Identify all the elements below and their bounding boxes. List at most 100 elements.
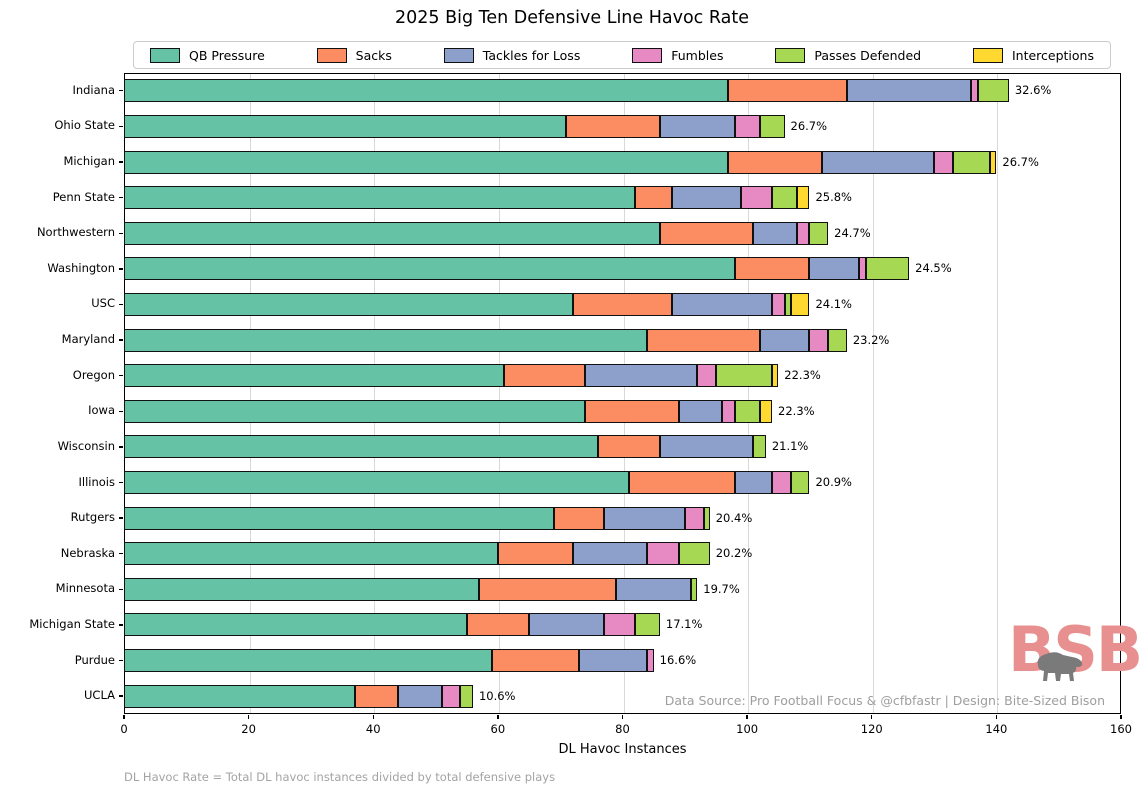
gridline <box>623 74 625 713</box>
legend-label: QB Pressure <box>189 47 265 63</box>
bar-segment <box>952 150 991 174</box>
x-tick-mark <box>995 715 998 719</box>
bar-segment <box>697 364 716 388</box>
bar-segment <box>759 114 785 138</box>
team-label: Northwestern <box>36 225 115 240</box>
bar-segment <box>354 684 399 708</box>
bar-segment <box>971 79 978 103</box>
bar-segment <box>124 542 498 566</box>
bar-segment <box>124 186 635 210</box>
team-label: Nebraska <box>60 545 115 560</box>
bar-segment <box>753 221 797 245</box>
bar-row: 32.6% <box>124 79 1121 103</box>
bar-segment <box>466 613 530 637</box>
team-label: Washington <box>47 260 115 275</box>
legend-item: Passes Defended <box>775 47 921 63</box>
legend-swatch <box>632 47 663 63</box>
bar-row: 22.3% <box>124 399 1121 423</box>
legend-item: Sacks <box>316 47 392 63</box>
gridline <box>748 74 750 713</box>
bar-segment <box>990 150 997 174</box>
bar-segment <box>124 399 586 423</box>
legend-label: Interceptions <box>1011 47 1094 63</box>
bar-row: 26.7% <box>124 150 1121 174</box>
bar-segment <box>124 114 567 138</box>
bar-segment <box>529 613 604 637</box>
bar-segment <box>734 399 760 423</box>
y-tick-mark <box>119 196 123 199</box>
bar-value-label: 22.3% <box>778 403 815 418</box>
bar-row: 19.7% <box>124 577 1121 601</box>
bar-segment <box>715 364 773 388</box>
bar-segment <box>734 114 760 138</box>
bar-segment <box>772 186 797 210</box>
y-tick-mark <box>119 695 123 697</box>
bar-value-label: 24.5% <box>915 261 952 276</box>
bar-segment <box>441 684 461 708</box>
bar-segment <box>124 364 505 388</box>
bar-segment <box>572 292 673 316</box>
bar-segment <box>647 542 679 566</box>
bar-segment <box>772 292 785 316</box>
bar-row: 24.7% <box>124 221 1121 245</box>
bar-row: 26.7% <box>124 114 1121 138</box>
y-tick-mark <box>119 232 123 234</box>
bar-segment <box>603 506 685 530</box>
bar-segment <box>672 292 773 316</box>
x-tick-mark <box>247 715 250 719</box>
bar-segment <box>124 435 598 459</box>
bar-segment <box>659 221 754 245</box>
x-tick-mark <box>746 715 748 719</box>
bison-icon <box>1037 652 1083 681</box>
bar-segment <box>759 328 810 352</box>
bar-value-label: 32.6% <box>1014 83 1052 98</box>
bar-segment <box>734 257 810 281</box>
legend-label: Fumbles <box>671 47 724 63</box>
y-tick-mark <box>119 268 123 270</box>
team-label: Ohio State <box>54 118 115 133</box>
bar-row: 25.8% <box>124 186 1121 210</box>
bar-segment <box>124 328 648 352</box>
bar-segment <box>479 577 617 601</box>
bar-segment <box>124 649 492 673</box>
bar-segment <box>647 328 760 352</box>
bar-segment <box>734 471 773 495</box>
x-tick-label: 140 <box>985 722 1008 736</box>
bar-segment <box>124 471 629 495</box>
bar-segment <box>553 506 604 530</box>
bar-segment <box>504 364 586 388</box>
bar-value-label: 26.7% <box>1002 154 1039 169</box>
y-tick-mark <box>119 90 123 92</box>
gridline <box>249 74 251 713</box>
x-tick-label: 20 <box>241 722 256 736</box>
bar-segment <box>728 150 822 174</box>
gridline <box>374 74 376 713</box>
bar-segment <box>124 577 480 601</box>
bar-segment <box>809 221 829 245</box>
team-label: USC <box>91 296 115 311</box>
bar-row: 24.5% <box>124 257 1121 281</box>
bar-segment <box>634 613 660 637</box>
legend-label: Tackles for Loss <box>482 47 581 63</box>
bar-segment <box>124 79 729 103</box>
bar-value-label: 20.9% <box>815 475 852 490</box>
x-tick-label: 160 <box>1110 722 1132 736</box>
bar-segment <box>124 292 573 316</box>
y-tick-mark <box>119 303 123 306</box>
x-tick-label: 120 <box>860 722 883 736</box>
bar-segment <box>628 471 735 495</box>
y-tick-mark <box>119 659 123 662</box>
legend-item: Tackles for Loss <box>443 47 581 63</box>
havoc-rate-footnote: DL Havoc Rate = Total DL havoc instances… <box>124 770 556 784</box>
x-tick-label: 40 <box>365 722 381 736</box>
bar-row: 20.2% <box>124 542 1121 566</box>
x-tick-mark <box>621 715 624 719</box>
bar-segment <box>597 435 660 459</box>
bar-row: 17.1% <box>124 613 1121 637</box>
y-tick-mark <box>119 553 123 555</box>
y-tick-mark <box>119 481 123 484</box>
team-label: Indiana <box>72 82 115 97</box>
team-label: Purdue <box>74 652 115 667</box>
bar-value-label: 20.4% <box>715 510 753 525</box>
y-tick-mark <box>119 624 123 626</box>
